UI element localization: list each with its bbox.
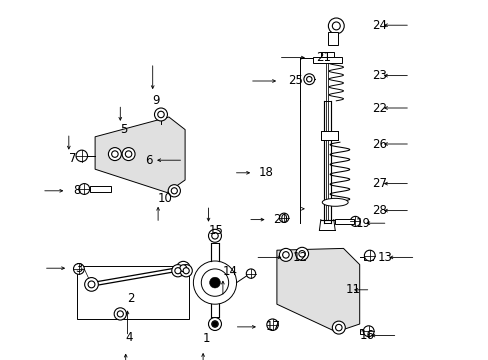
Circle shape [295, 247, 308, 260]
Text: 26: 26 [371, 138, 386, 150]
Bar [77, 266, 188, 319]
Circle shape [335, 324, 342, 331]
Circle shape [349, 216, 360, 226]
Circle shape [84, 278, 98, 291]
Bar [364, 255, 373, 260]
Circle shape [108, 148, 121, 161]
Text: 20: 20 [273, 213, 287, 226]
Circle shape [208, 229, 221, 242]
Circle shape [79, 184, 89, 194]
Bar [327, 32, 337, 45]
Polygon shape [95, 117, 185, 193]
Text: 25: 25 [287, 75, 302, 87]
Circle shape [328, 18, 344, 34]
Circle shape [122, 148, 135, 161]
Circle shape [117, 311, 123, 317]
Circle shape [171, 265, 183, 277]
Text: 6: 6 [145, 154, 153, 167]
Text: 8: 8 [73, 184, 81, 197]
Circle shape [180, 265, 192, 277]
Text: 11: 11 [345, 283, 360, 296]
Circle shape [201, 269, 228, 296]
Circle shape [180, 265, 186, 271]
Circle shape [176, 261, 190, 275]
Circle shape [279, 213, 288, 222]
Circle shape [209, 277, 220, 288]
Circle shape [212, 321, 218, 327]
Text: 4: 4 [125, 331, 133, 344]
Text: 24: 24 [371, 19, 386, 32]
Text: 9: 9 [152, 94, 160, 107]
Circle shape [73, 264, 84, 274]
Text: 19: 19 [355, 217, 370, 230]
Text: 2: 2 [127, 292, 135, 305]
Circle shape [76, 150, 87, 162]
Circle shape [183, 268, 189, 274]
Text: 17: 17 [265, 320, 281, 333]
Text: 22: 22 [371, 102, 386, 114]
Text: 27: 27 [371, 177, 386, 190]
Circle shape [306, 77, 311, 82]
Circle shape [298, 251, 305, 257]
Circle shape [168, 185, 180, 197]
Circle shape [158, 111, 164, 118]
Text: 28: 28 [371, 204, 386, 217]
Circle shape [363, 326, 373, 337]
Circle shape [211, 321, 218, 327]
Circle shape [332, 22, 340, 30]
Circle shape [125, 151, 132, 157]
Circle shape [246, 269, 255, 278]
Text: 10: 10 [158, 192, 173, 204]
Circle shape [282, 252, 288, 258]
Circle shape [171, 188, 177, 194]
Bar [334, 219, 354, 224]
Circle shape [303, 74, 314, 85]
Circle shape [208, 318, 221, 330]
Bar [312, 57, 341, 63]
Text: 7: 7 [69, 152, 76, 165]
Text: 18: 18 [258, 166, 273, 179]
Text: 16: 16 [359, 329, 374, 342]
Circle shape [111, 151, 118, 157]
Text: 5: 5 [120, 123, 127, 136]
Circle shape [154, 108, 167, 121]
Text: 15: 15 [208, 224, 223, 237]
Text: 14: 14 [223, 265, 238, 278]
Text: 21: 21 [316, 51, 331, 64]
Circle shape [279, 248, 292, 261]
Text: 1: 1 [203, 332, 210, 345]
Text: 13: 13 [377, 251, 392, 264]
Text: 23: 23 [371, 69, 386, 82]
Text: 12: 12 [292, 251, 307, 264]
Bar [89, 186, 111, 192]
Bar [320, 52, 333, 57]
Circle shape [193, 261, 236, 304]
Ellipse shape [322, 198, 347, 206]
Circle shape [332, 321, 345, 334]
Circle shape [88, 281, 95, 288]
Circle shape [211, 233, 218, 239]
Circle shape [175, 268, 181, 274]
Bar [359, 329, 369, 334]
Circle shape [114, 308, 126, 320]
Text: 3: 3 [75, 262, 82, 275]
Bar [320, 131, 337, 140]
Circle shape [364, 250, 374, 261]
Polygon shape [276, 248, 359, 332]
Circle shape [266, 319, 278, 330]
